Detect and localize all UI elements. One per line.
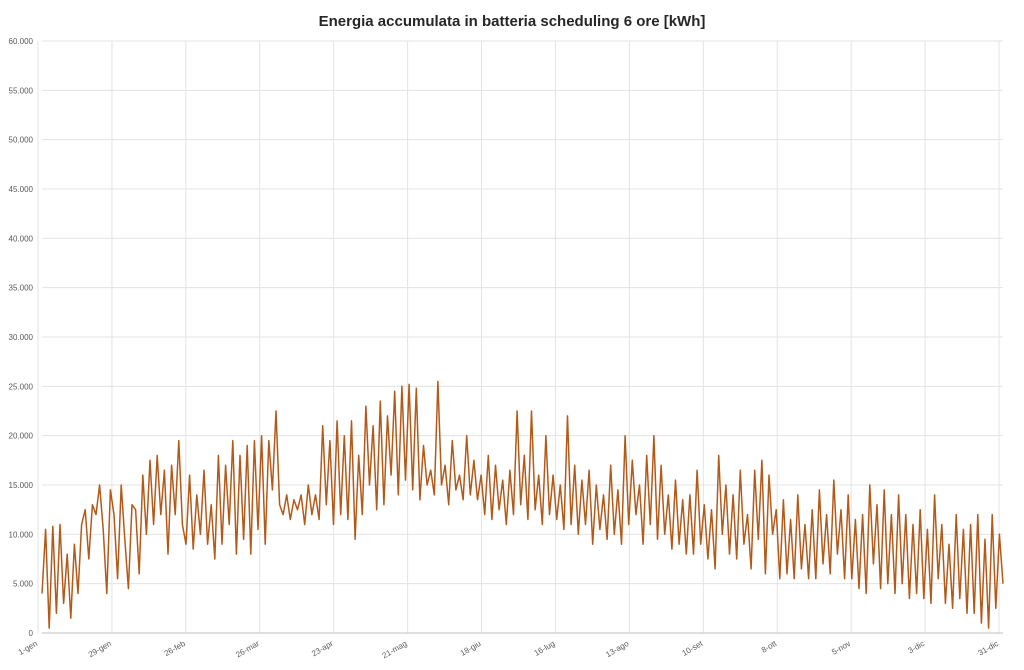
y-tick-label: 15.000 xyxy=(9,481,34,490)
series-line xyxy=(41,380,1004,629)
x-tick-label: 8-ott xyxy=(760,639,779,655)
gridlines xyxy=(37,40,1003,633)
x-axis-ticks: 1-gen 29-gen 26-feb 26-mar 23-apr 21-mag 18-gi… xyxy=(17,639,1000,661)
y-tick-label: 30.000 xyxy=(9,333,34,342)
y-axis-ticks: 0 5.000 10.000 15.000 20.000 25.000 30.000 35.0… xyxy=(9,37,34,638)
x-tick-label: 13-ago xyxy=(604,639,631,660)
x-tick-label: 26-mar xyxy=(234,639,261,660)
y-tick-label: 50.000 xyxy=(9,136,34,145)
x-tick-label: 18-giu xyxy=(459,639,483,658)
x-tick-label: 10-set xyxy=(681,639,705,658)
y-tick-label: 35.000 xyxy=(9,284,34,293)
y-tick-label: 10.000 xyxy=(9,530,34,539)
x-tick-label: 29-gen xyxy=(87,639,113,659)
y-tick-label: 5.000 xyxy=(13,580,34,589)
x-tick-label: 31-dic xyxy=(977,639,1000,658)
y-tick-label: 40.000 xyxy=(9,234,34,243)
y-tick-label: 25.000 xyxy=(9,382,34,391)
series-layer xyxy=(41,380,1004,629)
y-tick-label: 55.000 xyxy=(9,86,34,95)
x-tick-label: 5-nov xyxy=(830,639,852,657)
y-tick-label: 60.000 xyxy=(9,37,34,46)
x-tick-label: 23-apr xyxy=(310,639,335,659)
x-tick-label: 1-gen xyxy=(17,639,39,657)
x-tick-label: 21-mag xyxy=(381,639,409,660)
y-tick-label: 0 xyxy=(29,629,34,638)
chart-title: Energia accumulata in batteria schedulin… xyxy=(319,13,706,30)
y-tick-label: 20.000 xyxy=(9,432,34,441)
y-tick-label: 45.000 xyxy=(9,185,34,194)
x-tick-label: 26-feb xyxy=(163,639,188,658)
x-tick-label: 3-dic xyxy=(907,639,927,655)
x-tick-label: 16-lug xyxy=(533,639,557,658)
